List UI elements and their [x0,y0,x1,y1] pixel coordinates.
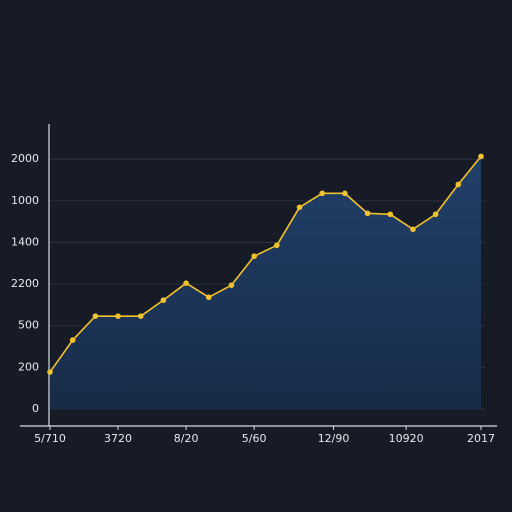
point [342,190,348,197]
point [364,210,371,217]
point [137,313,144,319]
x-tick-label: 10920 [389,432,424,445]
y-tick-label: 0 [32,402,39,415]
point [455,181,462,188]
y-tick-label: 1000 [11,194,39,207]
area [50,156,481,409]
point [319,190,326,197]
x-tick-label: 5/60 [242,432,267,445]
y-tick-label: 500 [18,319,39,332]
point [47,369,53,375]
x-tick-label: 3720 [104,432,132,445]
point [387,211,394,218]
y-tick-label: 2000 [11,152,39,165]
y-tick-label: 1400 [11,235,39,248]
point [296,204,303,211]
point [228,282,235,288]
line [49,155,482,373]
point [432,211,439,218]
point [410,226,416,233]
x-tick-label: 2017 [467,432,495,445]
x-tick-label: 8/20 [174,432,199,445]
point [478,153,484,160]
point [115,313,121,319]
point [160,297,167,303]
point [92,313,99,319]
point [183,280,189,286]
point [274,242,280,249]
x-tick-label: 5/710 [34,432,66,445]
x-tick-label: 12/90 [318,432,350,445]
y-tick-label: 200 [18,360,39,373]
point [69,337,76,343]
point [251,253,257,260]
point [205,294,212,301]
y-tick-label: 2200 [11,277,39,290]
